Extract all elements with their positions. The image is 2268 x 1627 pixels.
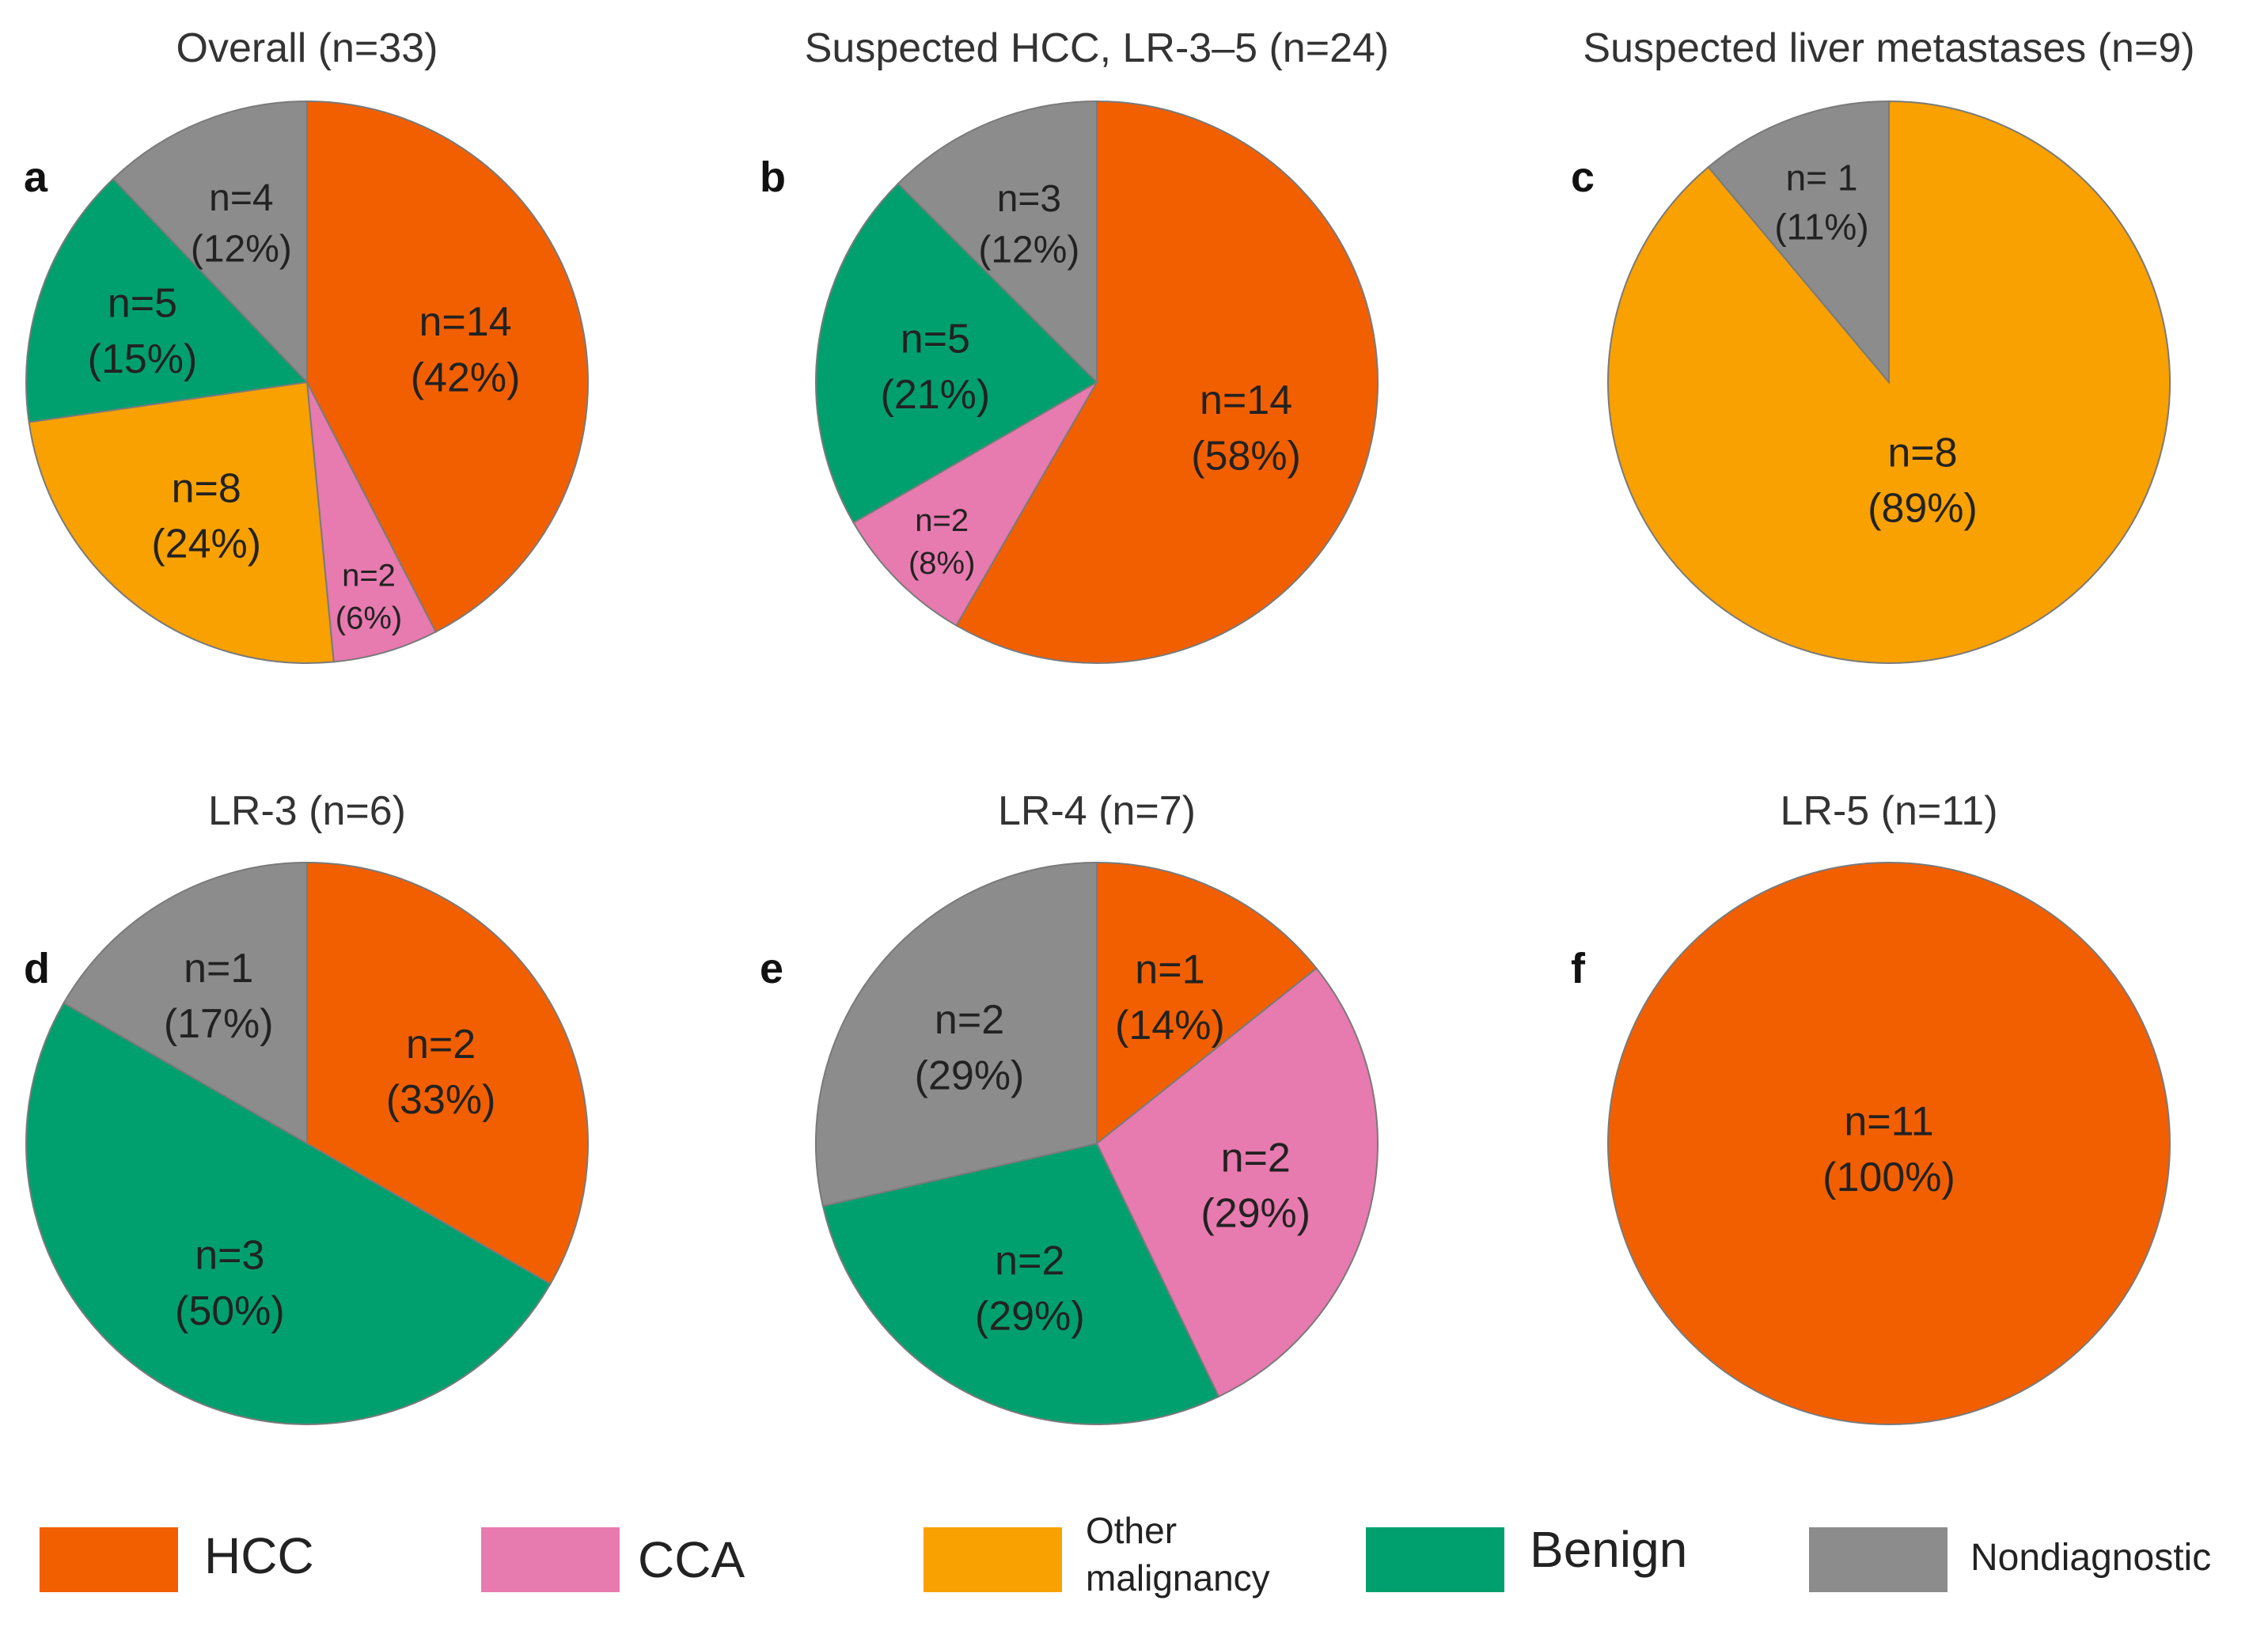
panel-letter-a: a — [24, 154, 48, 201]
legend-swatch-other-malignancy — [924, 1527, 1062, 1592]
legend-swatch-hcc — [40, 1527, 178, 1592]
slice-label-d-nondiagnostic: n=1 (17%) — [164, 946, 274, 1047]
pie-slice-d-hcc — [306, 861, 589, 1285]
pie-slice-b-hcc — [955, 100, 1379, 664]
pie-slice-a-hcc — [306, 100, 589, 633]
slice-label-c-other-malignancy: n=8 (89%) — [1868, 430, 1978, 531]
pie-slice-e-hcc — [1096, 861, 1318, 1146]
pie-slice-a-nondiagnostic — [112, 100, 308, 385]
panel-letter-d: d — [24, 945, 50, 992]
pie-slice-a-cca — [306, 381, 438, 663]
panel-letter-e: e — [760, 945, 783, 992]
slice-label-b-benign: n=5 (21%) — [881, 317, 991, 418]
slice-label-b-nondiagnostic: n=3 (12%) — [978, 178, 1079, 271]
legend-swatch-cca — [481, 1527, 620, 1592]
pie-panel-e: LR-4 (n=7) e n=1 (14%) n=2 (29%) n=2 (29%) n=2 (2… — [760, 788, 1379, 1425]
panel-letter-f: f — [1571, 945, 1586, 992]
slice-label-f-hcc: n=11 (100%) — [1822, 1099, 1955, 1200]
pie-slice-a-benign — [25, 177, 309, 423]
legend-label-nondiagnostic: Nondiagnostic — [1970, 1537, 2211, 1579]
pie-panel-d: LR-3 (n=6) d n=2 (33%) n=3 (50%) n=1 (17%) — [24, 788, 589, 1425]
panel-letter-c: c — [1571, 154, 1595, 201]
panel-title-b: Suspected HCC, LR-3–5 (n=24) — [805, 25, 1390, 71]
pie-slice-e-benign — [821, 1142, 1220, 1425]
pie-slice-a-other-malignancy — [28, 381, 335, 664]
legend-label-hcc: HCC — [204, 1527, 314, 1584]
legend-swatch-benign — [1366, 1527, 1504, 1592]
pie-slice-b-cca — [852, 380, 1099, 627]
panel-title-c: Suspected liver metastases (n=9) — [1583, 25, 2194, 71]
panel-title-d: LR-3 (n=6) — [208, 788, 406, 834]
slice-label-e-nondiagnostic: n=2 (29%) — [915, 997, 1025, 1098]
pie-slice-e-cca — [1095, 967, 1379, 1398]
pie-slice-f-hcc — [1607, 862, 2171, 1425]
slice-label-e-benign: n=2 (29%) — [975, 1238, 1085, 1340]
pie-slice-b-benign — [815, 182, 1098, 524]
slice-label-b-hcc: n=14 (58%) — [1191, 377, 1301, 479]
legend-swatch-nondiagnostic — [1809, 1527, 1948, 1592]
slice-label-a-hcc: n=14 (42%) — [411, 299, 521, 400]
legend-label-cca: CCA — [638, 1531, 745, 1588]
pie-slice-b-nondiagnostic — [897, 100, 1098, 385]
slice-label-d-benign: n=3 (50%) — [175, 1233, 285, 1334]
pie-slice-c-other-malignancy — [1607, 100, 2171, 664]
pie-panel-f: LR-5 (n=11) f n=11 (100%) — [1571, 788, 2171, 1425]
pie-panel-c: Suspected liver metastases (n=9) c n=8 (89%… — [1571, 25, 2195, 664]
panel-title-e: LR-4 (n=7) — [998, 788, 1196, 834]
slice-label-a-other-malignancy: n=8 (24%) — [151, 465, 261, 567]
legend: HCC CCA Other malignancy Benign Nondiagnostic — [40, 1510, 2211, 1599]
slice-label-a-nondiagnostic: n=4 (12%) — [191, 177, 292, 271]
legend-label-benign: Benign — [1530, 1521, 1687, 1578]
slice-label-d-hcc: n=2 (33%) — [386, 1022, 496, 1123]
pie-slice-d-nondiagnostic — [63, 861, 308, 1145]
pie-panel-b: Suspected HCC, LR-3–5 (n=24) b n=14 (58%) n=… — [760, 25, 1390, 664]
panel-title-f: LR-5 (n=11) — [1780, 788, 1997, 834]
pie-slice-e-nondiagnostic — [815, 861, 1098, 1208]
slice-label-a-cca: n=2 (6%) — [336, 559, 402, 636]
slice-label-e-cca: n=2 (29%) — [1200, 1135, 1310, 1236]
panel-letter-b: b — [760, 154, 786, 201]
pie-panel-a: Overall (n=33) a n=14 (42%) n=2 (6%) n=8 (24%) n… — [24, 25, 589, 664]
pie-slice-d-benign — [25, 1002, 552, 1425]
pie-slice-c-nondiagnostic — [1707, 100, 1890, 385]
slice-label-a-benign: n=5 (15%) — [88, 281, 198, 382]
slice-label-c-nondiagnostic: n= 1 (11%) — [1774, 157, 1868, 247]
panel-title-a: Overall (n=33) — [176, 25, 438, 71]
slice-label-b-cca: n=2 (8%) — [908, 503, 975, 581]
legend-label-other-malignancy: Other malignancy — [1086, 1510, 1270, 1599]
slice-label-e-hcc: n=1 (14%) — [1115, 947, 1225, 1049]
